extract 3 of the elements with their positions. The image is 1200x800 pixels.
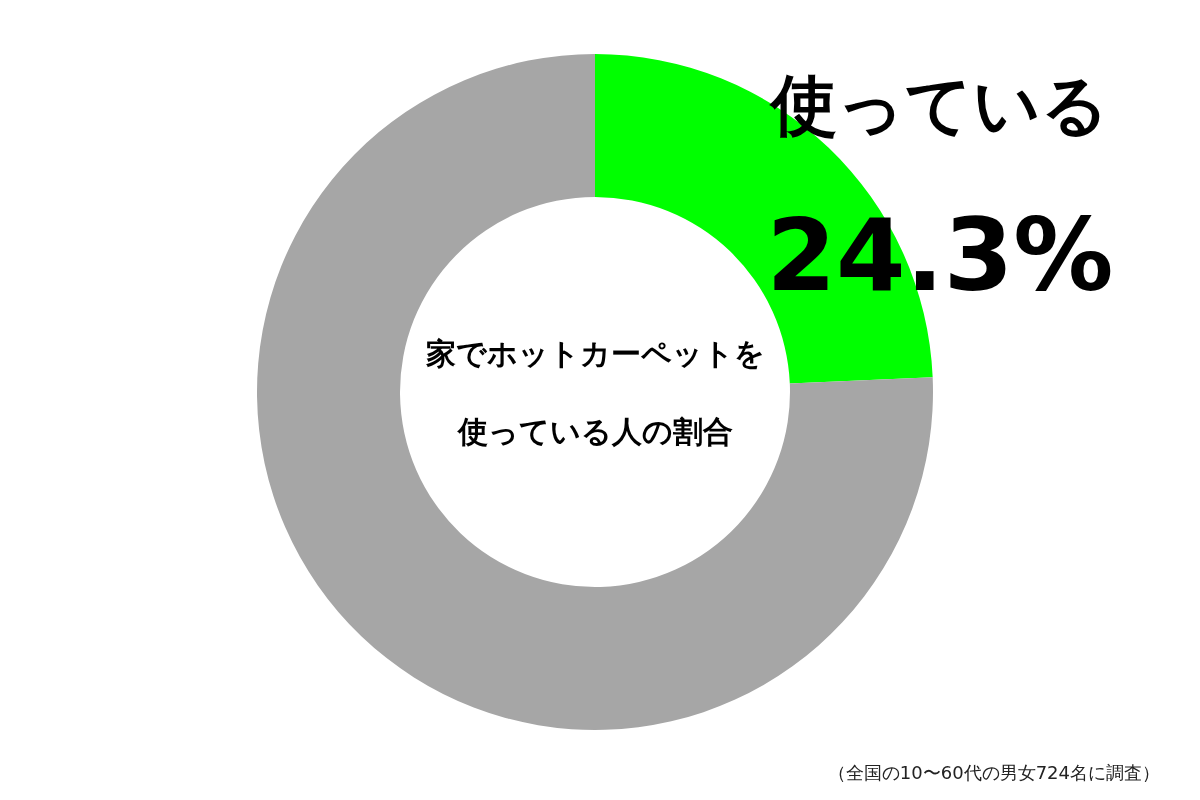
slice-label: 使っている	[769, 66, 1109, 144]
text: （全国の10〜60代の男女724名に調査）	[827, 761, 1160, 783]
chart-title: 家でホットカーペットを使っている人の割合	[425, 335, 765, 449]
